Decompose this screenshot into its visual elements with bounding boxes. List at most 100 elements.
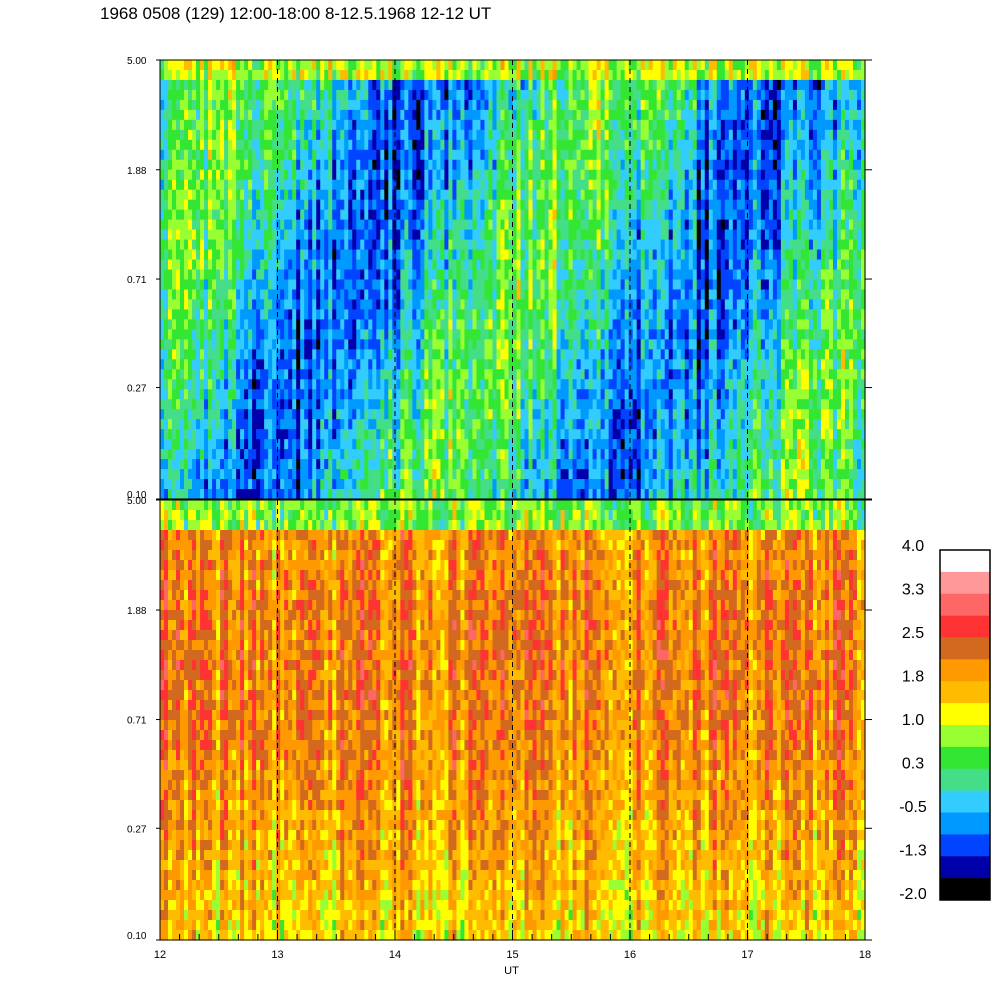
heatmap-cell	[456, 69, 462, 81]
heatmap-cell	[468, 419, 474, 430]
heatmap-cell	[488, 129, 494, 141]
heatmap-cell	[288, 379, 293, 390]
heatmap-cell	[196, 189, 201, 201]
heatmap-cell	[164, 419, 169, 430]
heatmap-cell	[176, 409, 181, 420]
heatmap-cell	[384, 379, 389, 390]
heatmap-cell	[348, 459, 353, 470]
heatmap-cell	[592, 469, 598, 480]
heatmap-cell	[356, 339, 361, 350]
heatmap-cell	[292, 109, 297, 121]
heatmap-cell	[312, 69, 317, 81]
heatmap-cell	[320, 60, 325, 71]
heatmap-cell	[232, 429, 237, 440]
heatmap-cell	[232, 169, 237, 181]
heatmap-cell	[412, 419, 417, 430]
heatmap-cell	[240, 479, 245, 490]
heatmap-cell	[464, 249, 470, 261]
heatmap-cell	[384, 109, 389, 121]
heatmap-cell	[168, 199, 173, 211]
heatmap-cell	[184, 159, 189, 171]
heatmap-cell	[492, 339, 498, 350]
heatmap-cell	[376, 149, 381, 161]
heatmap-cell	[580, 329, 586, 340]
heatmap-cell	[408, 119, 413, 131]
heatmap-cell	[432, 369, 437, 380]
heatmap-cell	[236, 459, 241, 470]
heatmap-cell	[364, 119, 369, 131]
heatmap-cell	[192, 119, 197, 131]
heatmap-cell	[304, 369, 309, 380]
heatmap-cell	[592, 99, 598, 111]
heatmap-cell	[216, 79, 221, 91]
heatmap-cell	[216, 329, 221, 340]
heatmap-cell	[452, 479, 458, 490]
heatmap-cell	[580, 139, 586, 151]
heatmap-cell	[592, 399, 598, 410]
heatmap-cell	[412, 449, 417, 460]
heatmap-cell	[328, 439, 333, 450]
heatmap-cell	[168, 219, 173, 231]
heatmap-cell	[600, 269, 606, 281]
heatmap-cell	[452, 429, 458, 440]
heatmap-cell	[212, 339, 217, 350]
heatmap-cell	[512, 449, 518, 460]
heatmap-cell	[400, 469, 405, 480]
heatmap-cell	[220, 60, 225, 71]
heatmap-cell	[416, 289, 421, 301]
heatmap-cell	[220, 399, 225, 410]
heatmap-cell	[356, 269, 361, 281]
heatmap-cell	[232, 129, 237, 141]
heatmap-cell	[528, 69, 534, 81]
heatmap-cell	[448, 279, 454, 291]
heatmap-cell	[244, 379, 249, 390]
heatmap-cell	[324, 399, 329, 410]
heatmap-cell	[244, 299, 249, 311]
heatmap-cell	[396, 359, 401, 370]
heatmap-cell	[580, 439, 586, 450]
heatmap-cell	[476, 419, 482, 430]
heatmap-cell	[456, 449, 462, 460]
heatmap-cell	[480, 69, 486, 81]
heatmap-cell	[296, 99, 301, 111]
heatmap-cell	[252, 60, 257, 71]
heatmap-cell	[548, 149, 554, 161]
heatmap-cell	[532, 329, 538, 340]
heatmap-cell	[196, 369, 201, 380]
heatmap-cell	[192, 239, 197, 251]
heatmap-cell	[352, 389, 357, 400]
heatmap-cell	[372, 369, 377, 380]
heatmap-cell	[540, 259, 546, 271]
heatmap-cell	[512, 99, 518, 111]
heatmap-cell	[312, 269, 317, 281]
heatmap-cell	[188, 439, 193, 450]
heatmap-cell	[400, 229, 405, 241]
heatmap-cell	[552, 209, 558, 221]
heatmap-cell	[188, 60, 193, 71]
heatmap-cell	[308, 79, 313, 91]
heatmap-cell	[240, 269, 245, 281]
heatmap-cell	[432, 399, 437, 410]
heatmap-cell	[164, 79, 169, 91]
heatmap-cell	[592, 179, 598, 191]
heatmap-cell	[248, 379, 253, 390]
heatmap-cell	[416, 149, 421, 161]
heatmap-cell	[468, 379, 474, 390]
heatmap-cell	[492, 209, 498, 221]
heatmap-cell	[168, 119, 173, 131]
heatmap-cell	[168, 269, 173, 281]
heatmap-cell	[240, 289, 245, 301]
heatmap-cell	[584, 219, 590, 231]
heatmap-cell	[240, 139, 245, 151]
heatmap-cell	[320, 319, 325, 330]
heatmap-cell	[536, 339, 542, 350]
heatmap-cell	[532, 119, 538, 131]
heatmap-cell	[212, 489, 217, 500]
heatmap-cell	[504, 399, 510, 410]
heatmap-cell	[528, 279, 534, 291]
heatmap-cell	[308, 389, 313, 400]
heatmap-cell	[204, 429, 209, 440]
heatmap-cell	[364, 109, 369, 121]
heatmap-cell	[532, 379, 538, 390]
heatmap-cell	[500, 149, 506, 161]
